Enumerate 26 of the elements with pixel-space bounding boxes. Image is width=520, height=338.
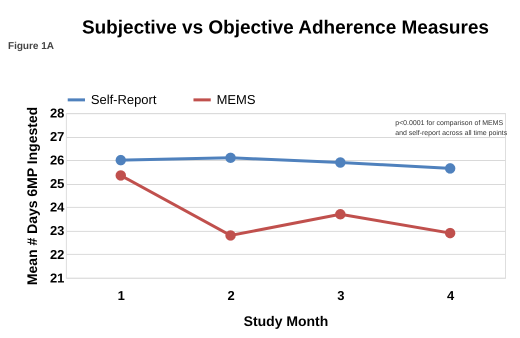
point [116,170,126,181]
y-tick-label: 23 [50,223,64,238]
point [225,152,236,164]
y-tick-label: 27 [50,129,64,144]
point [335,157,346,168]
point [444,163,456,174]
point [335,209,346,220]
y-tick-label: 28 [50,106,64,121]
y-tick-label: 22 [50,246,64,262]
x-tick-label: 4 [447,288,456,304]
x-tick-label: 1 [118,288,125,304]
point [444,228,456,238]
y-tick-label: 24 [50,200,66,215]
point [116,154,126,166]
chart-title: Subjective vs Objective Adherence Measures [82,17,489,38]
point [225,230,236,241]
caption: Figure 1A [8,41,54,52]
x-tick-label: 3 [337,288,344,304]
legend-label: Self-Report [90,92,157,107]
x-axis-title: Study Month [244,313,328,330]
y-axis-title: Mean # Days 6MP Ingested [24,106,40,286]
y-tick-label: 21 [50,270,64,286]
legend-label: MEMS [216,92,256,107]
y-tick-label: 26 [50,152,64,168]
y-tick-label: 25 [50,176,64,192]
x-tick-label: 2 [227,288,235,304]
